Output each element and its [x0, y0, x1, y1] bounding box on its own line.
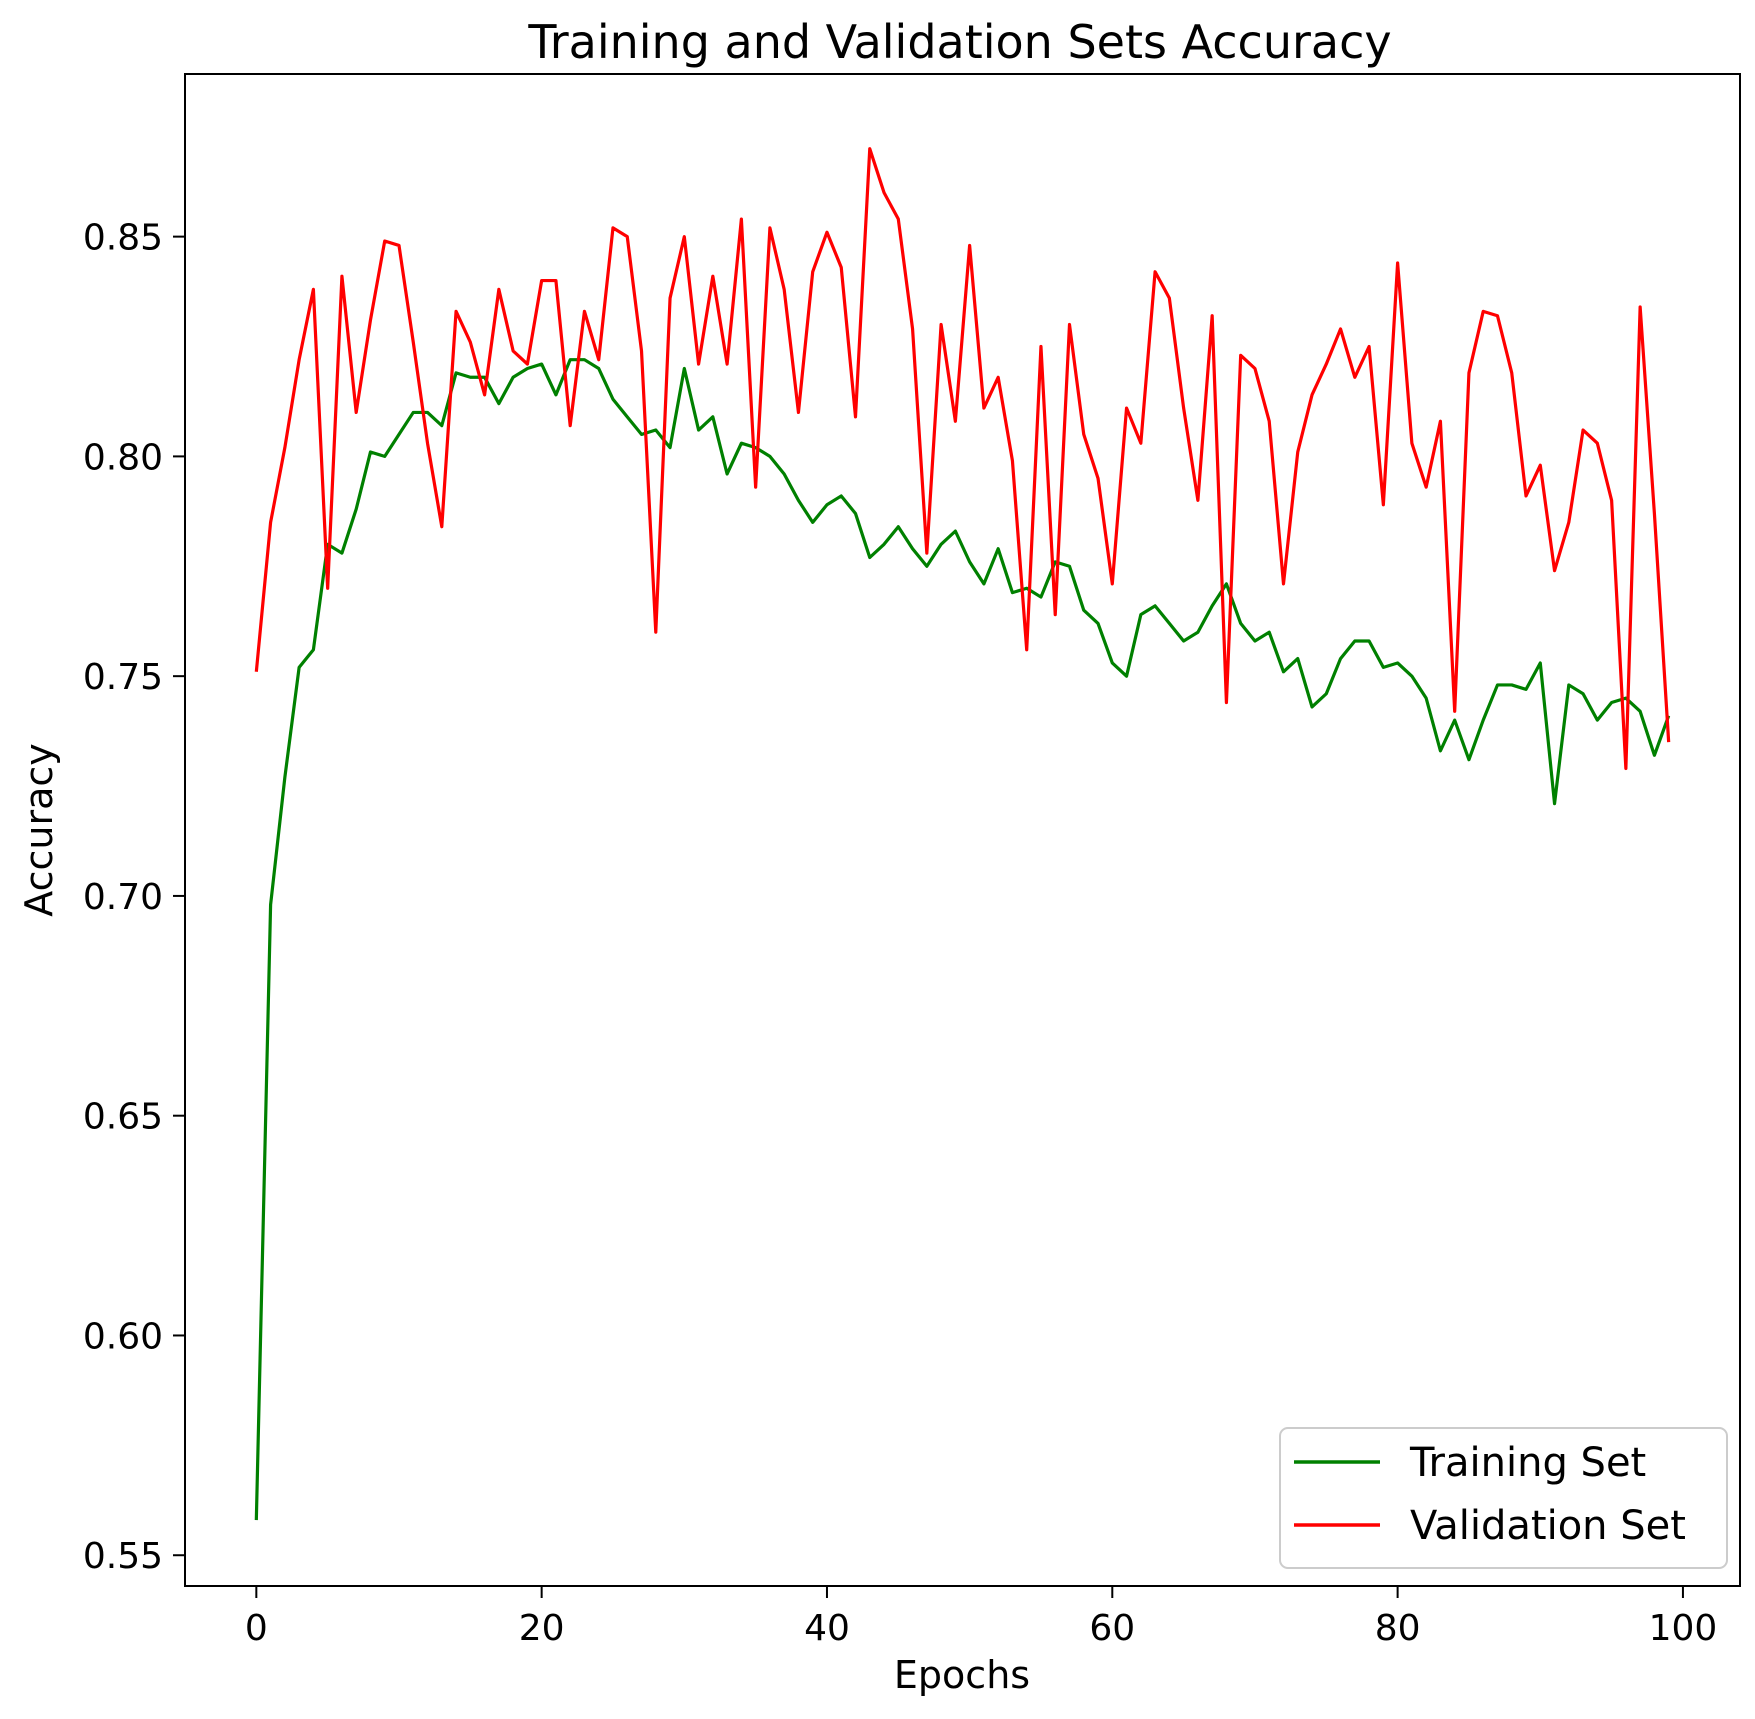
- legend-frame: [1279, 1427, 1728, 1569]
- plot-area: [184, 73, 1741, 1587]
- x-axis: 0 20 40 60 80 100: [245, 1586, 1717, 1649]
- x-tick-label: 60: [1089, 1608, 1135, 1649]
- x-tick-label: 40: [804, 1608, 850, 1649]
- series-lines: [254, 147, 1671, 1521]
- x-axis-label: Epochs: [894, 1653, 1030, 1697]
- x-tick-label: 100: [1649, 1608, 1718, 1649]
- x-tick-label: 20: [519, 1608, 565, 1649]
- y-axis-label: Accuracy: [17, 743, 61, 917]
- y-tick-label: 0.65: [83, 1097, 163, 1138]
- x-tick-label: 0: [245, 1608, 268, 1649]
- series-line-validation-set: [254, 147, 1671, 771]
- legend-label-validation-set: Validation Set: [1410, 1503, 1686, 1549]
- y-tick-label: 0.60: [83, 1316, 163, 1357]
- y-tick-label: 0.85: [83, 218, 163, 259]
- series-line-training-set: [254, 358, 1671, 1521]
- y-axis: 0.55 0.60 0.65 0.70 0.75 0.80 0.85: [83, 218, 185, 1577]
- y-tick-label: 0.70: [83, 877, 163, 918]
- y-tick-label: 0.80: [83, 437, 163, 478]
- plot-frame: [184, 73, 1741, 1587]
- legend: Training Set Validation Set: [1279, 1427, 1728, 1569]
- x-tick-label: 80: [1375, 1608, 1421, 1649]
- y-tick-label: 0.55: [83, 1536, 163, 1577]
- chart-title: Training and Validation Sets Accuracy: [527, 15, 1391, 69]
- y-tick-label: 0.75: [83, 657, 163, 698]
- legend-label-training-set: Training Set: [1409, 1440, 1646, 1486]
